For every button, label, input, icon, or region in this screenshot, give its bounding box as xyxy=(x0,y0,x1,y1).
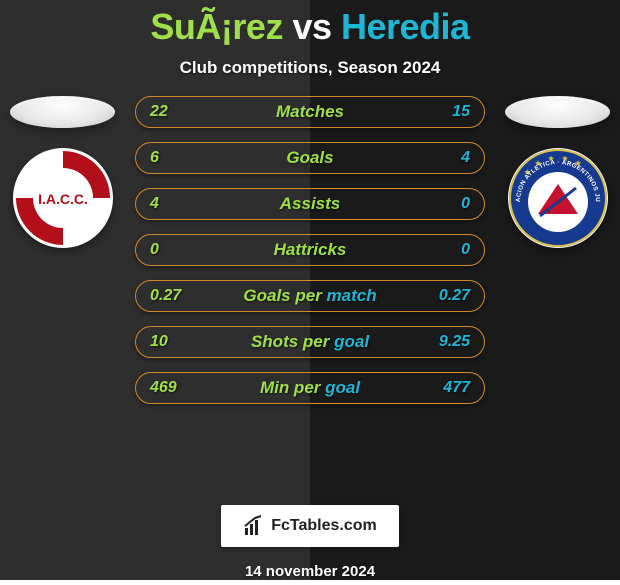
stat-value-left: 0.27 xyxy=(150,287,190,305)
stat-row: 4 Assists 0 xyxy=(135,188,485,220)
mid-section: I.A.C.C. ASOCIACION ATLETICA · ARGENTINO… xyxy=(0,96,620,485)
stat-row: 0.27 Goals per match 0.27 xyxy=(135,280,485,312)
badge-left-svg: I.A.C.C. xyxy=(13,148,113,248)
stat-value-right: 4 xyxy=(430,149,470,167)
svg-text:I.A.C.C.: I.A.C.C. xyxy=(38,191,88,207)
stat-value-left: 22 xyxy=(150,103,190,121)
stat-value-left: 10 xyxy=(150,333,190,351)
stat-value-left: 0 xyxy=(150,241,190,259)
right-side: ASOCIACION ATLETICA · ARGENTINOS JUNIORS xyxy=(505,96,610,248)
subtitle: Club competitions, Season 2024 xyxy=(180,58,441,78)
left-side: I.A.C.C. xyxy=(10,96,115,248)
title-left: SuÃ¡rez xyxy=(150,6,283,47)
stat-label: Shots per goal xyxy=(251,332,369,352)
stat-row: 0 Hattricks 0 xyxy=(135,234,485,266)
stat-value-right: 0 xyxy=(430,241,470,259)
stat-value-left: 6 xyxy=(150,149,190,167)
stat-value-right: 0.27 xyxy=(430,287,470,305)
stat-value-right: 15 xyxy=(430,103,470,121)
content-wrap: SuÃ¡rez vs Heredia Club competitions, Se… xyxy=(0,0,620,580)
stat-label: Goals xyxy=(286,148,333,168)
brand-icon xyxy=(243,515,265,537)
stats-rows: 22 Matches 15 6 Goals 4 4 Assists 0 0 Hattricks 0 0.… xyxy=(135,96,485,404)
stat-value-left: 4 xyxy=(150,195,190,213)
stat-row: 22 Matches 15 xyxy=(135,96,485,128)
title-right: Heredia xyxy=(341,6,470,47)
player-photo-placeholder-right xyxy=(505,96,610,128)
stat-value-left: 469 xyxy=(150,379,190,397)
stat-value-right: 477 xyxy=(430,379,470,397)
page-title: SuÃ¡rez vs Heredia xyxy=(150,6,469,48)
stat-row: 10 Shots per goal 9.25 xyxy=(135,326,485,358)
stat-value-right: 0 xyxy=(430,195,470,213)
club-badge-right: ASOCIACION ATLETICA · ARGENTINOS JUNIORS xyxy=(508,148,608,248)
footer-date: 14 november 2024 xyxy=(245,563,375,580)
brand-text: FcTables.com xyxy=(271,517,377,535)
stat-label: Matches xyxy=(276,102,344,122)
stat-label: Min per goal xyxy=(260,378,360,398)
stat-label: Goals per match xyxy=(243,286,376,306)
stat-label: Hattricks xyxy=(274,240,347,260)
stat-value-right: 9.25 xyxy=(430,333,470,351)
player-photo-placeholder-left xyxy=(10,96,115,128)
club-badge-left: I.A.C.C. xyxy=(13,148,113,248)
title-vs: vs xyxy=(283,6,341,47)
stat-label: Assists xyxy=(280,194,340,214)
stat-row: 6 Goals 4 xyxy=(135,142,485,174)
stat-row: 469 Min per goal 477 xyxy=(135,372,485,404)
brand-box: FcTables.com xyxy=(221,505,399,547)
badge-right-svg: ASOCIACION ATLETICA · ARGENTINOS JUNIORS xyxy=(508,148,608,248)
